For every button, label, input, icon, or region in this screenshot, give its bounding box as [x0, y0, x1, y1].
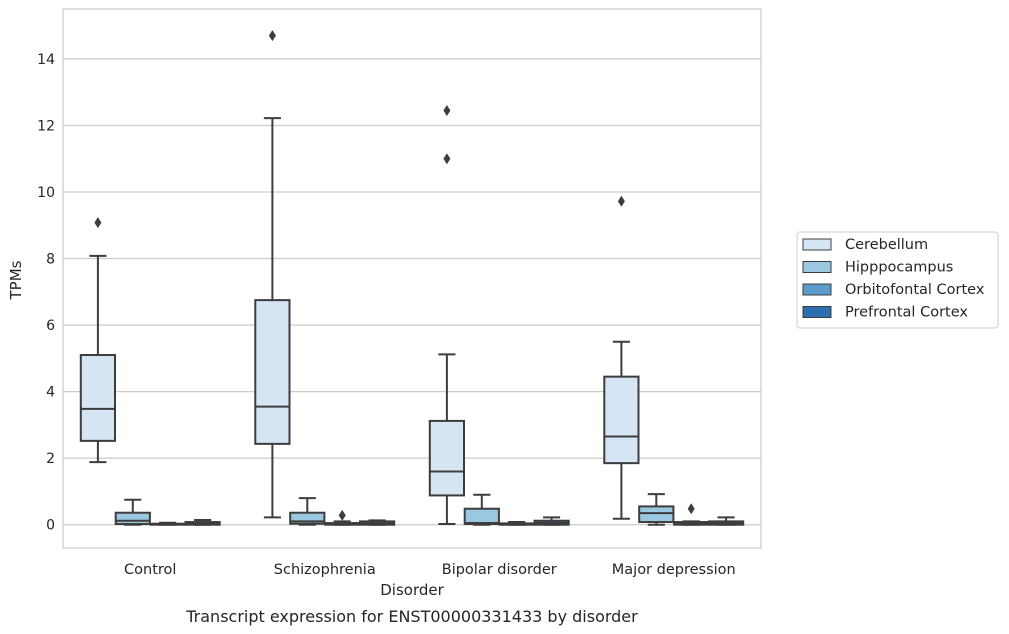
box-1-2: [463, 493, 500, 526]
box-iqr: [289, 511, 326, 525]
legend-item: Hipppocampus: [802, 260, 953, 276]
gridlines: [63, 58, 761, 526]
box-iqr: [463, 507, 500, 526]
legend-swatch: [802, 238, 832, 251]
legend-item: Orbitofontal Cortex: [802, 282, 985, 298]
box-2-3: [673, 503, 710, 526]
x-tick-label: Control: [124, 562, 176, 578]
legend-label: Cerebellum: [845, 237, 928, 253]
y-tick-label: 2: [46, 451, 55, 467]
box-3-2: [533, 516, 570, 526]
box-plot-area: [79, 30, 745, 526]
y-axis-ticks: 0 2 4 6 8 10 12 14: [37, 52, 55, 534]
box-2-1: [324, 509, 361, 526]
box-iqr: [638, 505, 675, 524]
box-3-1: [358, 519, 396, 526]
outlier-point: [687, 503, 695, 515]
box-iqr: [603, 375, 640, 465]
box-iqr: [254, 299, 291, 445]
box-2-2: [498, 521, 535, 526]
box-iqr: [79, 354, 117, 442]
box-iqr: [114, 511, 151, 526]
legend-swatch: [802, 306, 832, 318]
box-1-0: [114, 498, 151, 526]
y-tick-label: 14: [37, 52, 55, 68]
y-tick-label: 0: [46, 518, 55, 534]
plot-frame: [62, 8, 762, 549]
outlier-point: [617, 195, 625, 207]
x-tick-label: Schizophrenia: [274, 562, 376, 578]
box-iqr: [428, 419, 466, 497]
legend-label: Hipppocampus: [845, 260, 953, 276]
y-tick-label: 6: [46, 318, 55, 334]
legend-label: Prefrontal Cortex: [845, 305, 968, 321]
outlier-point: [268, 30, 276, 42]
y-tick-label: 12: [37, 118, 55, 134]
box-2-0: [149, 521, 186, 526]
x-axis-ticks: Control Schizophrenia Bipolar disorder Majo…: [124, 562, 736, 578]
chart-caption: Transcript expression for ENST0000033143…: [185, 607, 638, 626]
outlier-point: [338, 509, 346, 521]
legend-item: Prefrontal Cortex: [802, 305, 968, 321]
box-0-2: [428, 104, 466, 526]
x-tick-label: Major depression: [612, 562, 736, 578]
box-1-1: [289, 497, 326, 526]
x-tick-label: Bipolar disorder: [442, 562, 557, 578]
outlier-point: [94, 217, 102, 229]
box-3-3: [707, 516, 745, 526]
box-3-0: [184, 519, 221, 526]
y-tick-label: 8: [46, 252, 55, 268]
legend-frame: [796, 231, 999, 329]
legend-item: Cerebellum: [802, 237, 928, 253]
box-0-3: [603, 195, 640, 520]
legend-swatch: [802, 283, 832, 296]
box-0-1: [254, 30, 291, 519]
legend-label: Orbitofontal Cortex: [845, 282, 985, 298]
box-0-0: [79, 217, 117, 464]
y-tick-label: 10: [37, 185, 55, 201]
box-1-3: [638, 493, 675, 526]
y-tick-label: 4: [46, 385, 55, 401]
outlier-point: [443, 153, 451, 165]
legend-swatch: [802, 261, 832, 273]
outlier-point: [443, 104, 451, 116]
legend: Cerebellum Hipppocampus Orbitofontal Corte…: [796, 231, 999, 329]
y-axis-label: TPMs: [7, 260, 25, 300]
x-axis-label: Disorder: [380, 581, 444, 599]
